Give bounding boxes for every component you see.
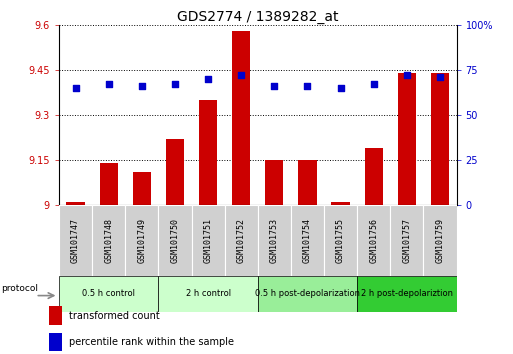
Bar	[357, 205, 390, 276]
Bar	[232, 31, 250, 205]
Point	[436, 74, 444, 80]
Bar	[92, 205, 125, 276]
Point	[270, 83, 279, 89]
Bar	[258, 276, 357, 312]
Text: GSM101752: GSM101752	[236, 218, 246, 263]
Text: GSM101756: GSM101756	[369, 218, 378, 263]
Bar	[225, 205, 258, 276]
Point	[403, 73, 411, 78]
Point	[137, 83, 146, 89]
Text: GSM101749: GSM101749	[137, 218, 146, 263]
Bar	[191, 205, 225, 276]
Text: 0.5 h control: 0.5 h control	[82, 289, 135, 298]
Text: GSM101757: GSM101757	[402, 218, 411, 263]
Bar	[49, 333, 62, 351]
Bar	[258, 205, 291, 276]
Bar	[166, 139, 184, 205]
Bar	[331, 202, 350, 205]
Bar	[365, 148, 383, 205]
Bar	[265, 160, 284, 205]
Bar	[49, 306, 62, 325]
Title: GDS2774 / 1389282_at: GDS2774 / 1389282_at	[177, 10, 339, 24]
Bar	[100, 163, 118, 205]
Point	[303, 83, 311, 89]
Text: percentile rank within the sample: percentile rank within the sample	[69, 337, 234, 347]
Text: transformed count: transformed count	[69, 311, 160, 321]
Bar	[423, 205, 457, 276]
Text: 0.5 h post-depolarization: 0.5 h post-depolarization	[255, 289, 360, 298]
Bar	[398, 73, 416, 205]
Text: 2 h control: 2 h control	[186, 289, 231, 298]
Point	[337, 85, 345, 91]
Bar	[291, 205, 324, 276]
Text: GSM101747: GSM101747	[71, 218, 80, 263]
Point	[370, 81, 378, 87]
Bar	[133, 172, 151, 205]
Text: GSM101754: GSM101754	[303, 218, 312, 263]
Bar	[324, 205, 357, 276]
Bar	[390, 205, 423, 276]
Bar	[67, 202, 85, 205]
Bar	[431, 73, 449, 205]
Text: GSM101751: GSM101751	[204, 218, 212, 263]
Bar	[357, 276, 457, 312]
Point	[204, 76, 212, 82]
Point	[71, 85, 80, 91]
Point	[105, 81, 113, 87]
Bar	[159, 276, 258, 312]
Bar	[299, 160, 317, 205]
Bar	[59, 276, 159, 312]
Bar	[199, 100, 217, 205]
Text: protocol: protocol	[1, 284, 38, 293]
Point	[171, 81, 179, 87]
Text: GSM101753: GSM101753	[270, 218, 279, 263]
Text: GSM101750: GSM101750	[170, 218, 180, 263]
Text: 2 h post-depolariztion: 2 h post-depolariztion	[361, 289, 453, 298]
Text: GSM101759: GSM101759	[436, 218, 444, 263]
Bar	[59, 205, 92, 276]
Text: GSM101755: GSM101755	[336, 218, 345, 263]
Bar	[125, 205, 159, 276]
Text: GSM101748: GSM101748	[104, 218, 113, 263]
Point	[237, 73, 245, 78]
Bar	[159, 205, 191, 276]
